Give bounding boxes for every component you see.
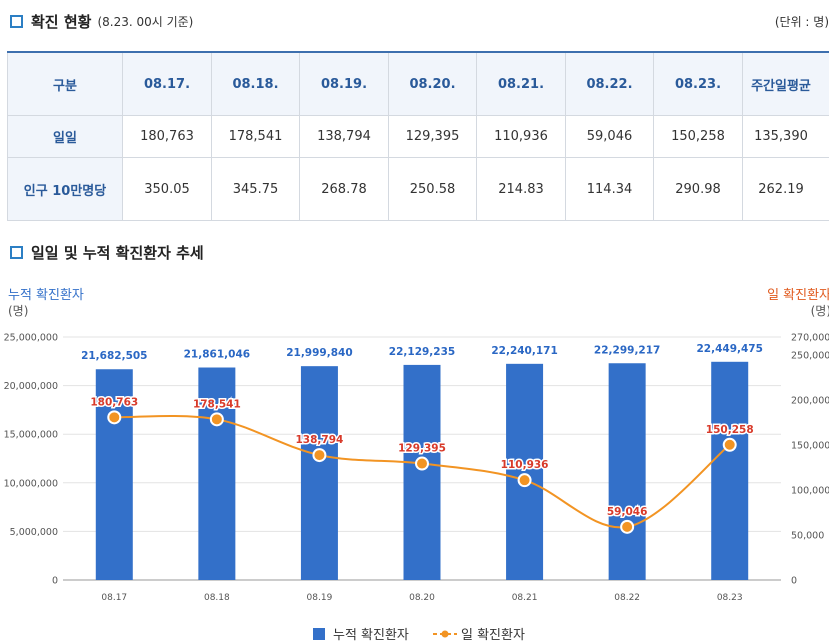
header-date: 08.23.	[653, 51, 743, 116]
bar-cumulative	[300, 366, 338, 580]
unit-label: (단위 : 명)	[774, 15, 829, 29]
header-date: 08.19.	[299, 51, 389, 116]
section-subtitle: (8.23. 00시 기준)	[97, 15, 194, 29]
line-data-label: 59,046	[607, 506, 648, 518]
line-data-label: 180,763	[90, 396, 138, 408]
header-weekly-average: 주간일평균	[742, 51, 829, 116]
bar-data-label: 21,861,046	[184, 349, 250, 361]
left-axis-tick-label: 15,000,000	[4, 430, 58, 441]
trend-chart: 누적 확진환자 (명) 일 확진환자 (명) 0 5,000,000 10,000,…	[4, 288, 829, 643]
row-label-per-100k: 인구 10만명당	[7, 157, 123, 221]
table-cell: 345.75	[211, 157, 300, 221]
section-title: 확진 현황	[31, 13, 92, 31]
left-axis-tick-label: 5,000,000	[10, 527, 58, 538]
square-bullet-icon	[10, 246, 23, 259]
bar-data-label: 21,999,840	[286, 347, 352, 359]
left-axis-tick-label: 0	[52, 576, 58, 587]
table-cell: 350.05	[122, 157, 212, 221]
line-point	[722, 437, 737, 452]
line-data-label: 129,395	[398, 443, 446, 455]
line-data-label: 138,794	[296, 434, 344, 446]
bar-cumulative	[711, 361, 749, 580]
square-bullet-icon	[10, 15, 23, 28]
line-data-label: 150,258	[706, 424, 754, 436]
table-cell: 135,390	[742, 115, 829, 158]
left-axis-tick-label: 20,000,000	[4, 381, 58, 392]
bar-cumulative	[95, 369, 133, 580]
legend-bar-swatch	[313, 628, 325, 640]
table-cell: 129,395	[388, 115, 477, 158]
table-row: 일일 180,763 178,541 138,794 129,395 110,9…	[7, 115, 829, 158]
header-date: 08.20.	[388, 51, 477, 116]
right-axis-tick-label: 250,000	[791, 351, 829, 362]
header-date: 08.22.	[565, 51, 654, 116]
right-axis-tick-label: 100,000	[791, 486, 829, 497]
legend-bar-label: 누적 확진환자	[333, 628, 409, 643]
right-axis-tick-label: 50,000	[791, 531, 824, 542]
status-table: 구분 08.17. 08.18. 08.19. 08.20. 08.21. 08…	[7, 51, 829, 221]
table-cell: 138,794	[299, 115, 389, 158]
x-axis-tick-label: 08.23	[717, 593, 743, 603]
header-date: 08.18.	[211, 51, 300, 116]
left-axis-title: 누적 확진환자	[8, 288, 84, 303]
header-date: 08.17.	[122, 51, 212, 116]
left-axis-unit: (명)	[8, 304, 28, 318]
table-cell: 180,763	[122, 115, 212, 158]
bar-cumulative	[506, 363, 544, 580]
table-cell: 59,046	[565, 115, 654, 158]
line-point	[415, 456, 429, 471]
header-category: 구분	[7, 51, 123, 116]
x-axis-tick-label: 08.18	[204, 593, 230, 603]
table-cell: 114.34	[565, 157, 654, 221]
left-axis-tick-label: 10,000,000	[4, 478, 58, 489]
x-axis-tick-label: 08.22	[614, 593, 640, 603]
section-title: 일일 및 누적 확진환자 추세	[31, 244, 204, 262]
table-cell: 214.83	[476, 157, 566, 221]
right-axis-title: 일 확진환자	[767, 288, 829, 303]
legend-line-marker	[441, 630, 449, 638]
table-cell: 268.78	[299, 157, 389, 221]
section-header-trend: 일일 및 누적 확진환자 추세	[10, 242, 204, 263]
right-axis-tick-label: 0	[791, 576, 797, 587]
section-header-status: 확진 현황 (8.23. 00시 기준)	[10, 11, 193, 32]
line-point	[620, 519, 635, 534]
x-axis-tick-label: 08.17	[101, 593, 127, 603]
bar-data-label: 22,299,217	[594, 344, 660, 356]
right-axis-tick-label: 270,000	[791, 333, 829, 344]
legend-line-label: 일 확진환자	[461, 628, 525, 643]
table-cell: 250.58	[388, 157, 477, 221]
bar-cumulative	[608, 363, 646, 580]
bar-data-label: 22,240,171	[491, 345, 557, 357]
header-date: 08.21.	[476, 51, 566, 116]
right-axis-unit: (명)	[811, 304, 829, 318]
line-point	[209, 412, 224, 427]
row-label-daily: 일일	[7, 115, 123, 158]
line-point	[107, 410, 122, 425]
table-cell: 150,258	[653, 115, 743, 158]
table-cell: 290.98	[653, 157, 743, 221]
bar-cumulative	[403, 364, 441, 580]
x-axis-tick-label: 08.21	[512, 593, 538, 603]
line-point	[517, 473, 532, 488]
right-axis-tick-label: 200,000	[791, 396, 829, 407]
table-cell: 110,936	[476, 115, 566, 158]
right-axis-tick-label: 150,000	[791, 441, 829, 452]
bar-data-label: 22,449,475	[696, 343, 762, 355]
legend: 누적 확진환자 일 확진환자	[313, 628, 525, 643]
left-axis-tick-label: 25,000,000	[4, 333, 58, 344]
x-axis-tick-label: 08.20	[409, 593, 435, 603]
line-point	[312, 448, 327, 463]
bar-data-label: 22,129,235	[389, 346, 455, 358]
line-data-label: 178,541	[193, 398, 241, 410]
table-cell: 262.19	[742, 157, 829, 221]
x-axis-tick-label: 08.19	[307, 593, 333, 603]
bar-cumulative	[198, 367, 236, 580]
table-cell: 178,541	[211, 115, 300, 158]
line-data-label: 110,936	[501, 459, 549, 471]
bar-data-label: 21,682,505	[81, 350, 147, 362]
table-row: 인구 10만명당 350.05 345.75 268.78 250.58 214…	[7, 157, 829, 221]
